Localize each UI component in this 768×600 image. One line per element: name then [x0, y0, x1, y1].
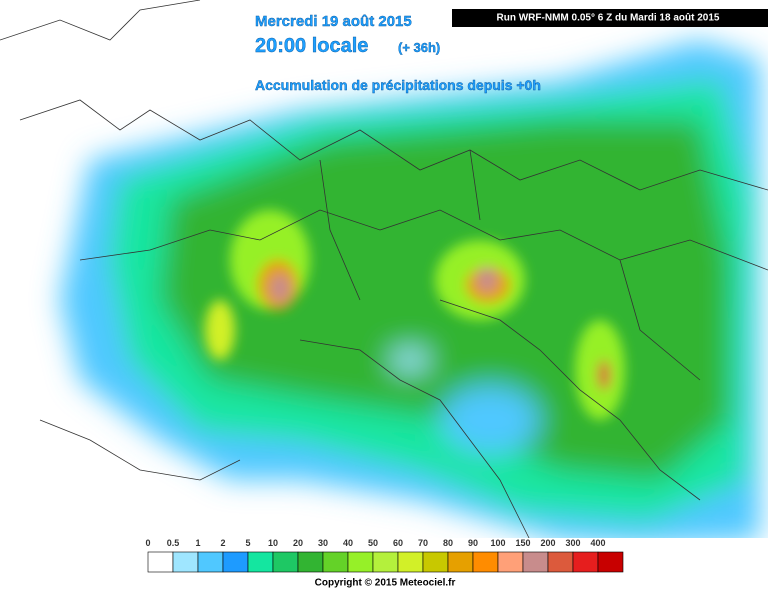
legend-swatch	[497, 551, 524, 573]
legend-swatch	[597, 551, 624, 573]
time: 20:00 locale	[255, 35, 368, 57]
copyright: Copyright © 2015 Meteociel.fr	[315, 578, 456, 589]
legend-swatch	[172, 551, 199, 573]
legend-label: 20	[293, 538, 303, 548]
legend-swatch	[197, 551, 224, 573]
run-banner	[452, 9, 768, 27]
legend-label: 90	[468, 538, 478, 548]
legend: 0 0.5 1 2 5 10 20 30 40 50 60 70 80 90 100 150 200 300 400	[145, 538, 624, 573]
legend-label: 2	[220, 538, 225, 548]
lead-time: (+ 36h)	[398, 40, 440, 55]
legend-swatch	[372, 551, 399, 573]
legend-label: 0.5	[167, 538, 180, 548]
legend-label: 0	[145, 538, 150, 548]
legend-label: 10	[268, 538, 278, 548]
date: Mercredi 19 août 2015	[255, 13, 412, 30]
legend-swatch	[322, 551, 349, 573]
legend-swatch	[272, 551, 299, 573]
run-label: Run WRF-NMM 0.05° 6 Z du Mardi 18 août 2…	[497, 13, 720, 24]
legend-label: 60	[393, 538, 403, 548]
precipitation-field	[60, 40, 760, 545]
legend-label: 150	[515, 538, 530, 548]
legend-swatch	[247, 551, 274, 573]
legend-swatch	[347, 551, 374, 573]
legend-swatch	[397, 551, 424, 573]
legend-swatch	[297, 551, 324, 573]
legend-swatch	[222, 551, 249, 573]
legend-swatch	[547, 551, 574, 573]
legend-swatch	[422, 551, 449, 573]
legend-label: 40	[343, 538, 353, 548]
legend-label: 400	[590, 538, 605, 548]
legend-label: 100	[490, 538, 505, 548]
legend-label: 80	[443, 538, 453, 548]
legend-label: 1	[195, 538, 200, 548]
legend-label: 300	[565, 538, 580, 548]
borders	[0, 0, 768, 561]
legend-swatch	[147, 551, 174, 573]
legend-swatch	[572, 551, 599, 573]
legend-label: 30	[318, 538, 328, 548]
legend-label: 200	[540, 538, 555, 548]
legend-swatch	[522, 551, 549, 573]
legend-swatch	[472, 551, 499, 573]
legend-swatch	[447, 551, 474, 573]
legend-label: 5	[245, 538, 250, 548]
legend-label: 70	[418, 538, 428, 548]
product: Accumulation de précipitations depuis +0…	[255, 77, 541, 93]
legend-label: 50	[368, 538, 378, 548]
